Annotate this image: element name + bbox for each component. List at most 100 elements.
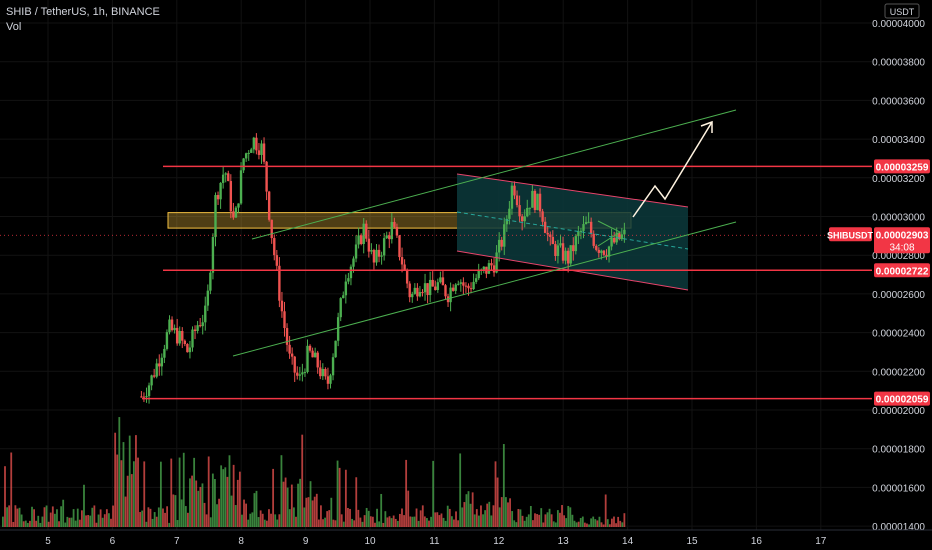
- drawings-front[interactable]: [0, 109, 872, 400]
- volume-bar: [20, 514, 23, 527]
- volume-bar: [53, 513, 56, 527]
- volume-bar: [399, 513, 401, 527]
- candle-body: [464, 285, 468, 287]
- volume-bar: [446, 505, 449, 527]
- volume-bar: [334, 520, 337, 527]
- price-tag-resistance: 0.00003259: [876, 162, 929, 173]
- volume-bar: [428, 520, 430, 527]
- channel-bottom-line: [232, 221, 737, 357]
- volume-bar: [480, 505, 482, 527]
- volume-bar: [554, 522, 557, 527]
- time-tick-label: 16: [751, 536, 763, 547]
- candle-body: [564, 250, 567, 261]
- candle-body: [260, 143, 263, 155]
- candle-body: [541, 211, 544, 222]
- volume-bar: [583, 522, 586, 527]
- time-tick-label: 9: [303, 536, 309, 547]
- volume-bar: [371, 516, 374, 527]
- volume-bar: [426, 518, 428, 527]
- volume-bar: [542, 522, 545, 527]
- candle-body: [467, 285, 470, 289]
- volume-bar: [615, 523, 617, 527]
- volume-bar: [330, 497, 333, 527]
- volume-bar: [62, 499, 65, 527]
- volume-bar: [590, 518, 593, 527]
- volume-bar: [280, 455, 283, 527]
- candle-body: [474, 278, 478, 282]
- candle-body: [298, 374, 302, 376]
- candle-body: [513, 185, 516, 196]
- volume-bar: [228, 455, 231, 527]
- candle-body: [201, 322, 204, 327]
- volume-bar: [347, 507, 349, 527]
- volume-bar: [49, 512, 52, 527]
- candle-body: [600, 250, 603, 253]
- time-tick-label: 5: [45, 536, 51, 547]
- volume-bar: [401, 508, 403, 527]
- volume-bar: [363, 515, 366, 527]
- candle-body: [549, 234, 552, 237]
- candle-body: [439, 277, 442, 283]
- candle-body: [244, 153, 248, 159]
- volume-bar: [101, 517, 104, 527]
- candle-body: [221, 174, 225, 183]
- candle-body: [587, 221, 590, 223]
- volume-bar: [114, 432, 117, 527]
- volume-bar: [548, 508, 551, 527]
- volume-bar: [245, 503, 247, 527]
- candle-body: [308, 345, 312, 351]
- candle-body: [290, 353, 294, 357]
- time-tick-label: 14: [622, 536, 634, 547]
- volume-label[interactable]: Vol: [6, 21, 22, 33]
- candle-body: [623, 229, 626, 235]
- volume-bar: [180, 499, 183, 527]
- candle-body: [158, 363, 161, 367]
- volume-bar: [91, 507, 94, 527]
- time-tick-label: 15: [686, 536, 698, 547]
- volume-bar: [419, 510, 422, 527]
- volume-bar: [195, 480, 198, 527]
- volume-bar: [369, 516, 372, 527]
- volume-bar: [203, 502, 206, 527]
- volume-bar: [176, 520, 179, 527]
- volume-bar: [128, 435, 131, 527]
- candle-body: [354, 244, 358, 259]
- candle-body: [252, 137, 256, 150]
- volume-bar: [139, 512, 141, 527]
- symbol-title[interactable]: SHIB / TetherUS, 1h, BINANCE: [6, 6, 160, 18]
- candle-body: [255, 137, 258, 151]
- candle-body: [385, 235, 388, 239]
- volume-bar: [162, 508, 164, 527]
- candle-body: [280, 300, 284, 312]
- volume-bar: [579, 517, 582, 527]
- candle-body: [531, 190, 534, 208]
- volume-bar: [355, 477, 358, 527]
- volume-bar: [382, 522, 385, 527]
- candle-body: [250, 149, 253, 153]
- price-axis[interactable]: 0.00004000 0.00003800 0.00003600 0.00003400…: [872, 3, 925, 533]
- time-tick-label: 12: [493, 536, 505, 547]
- volume-bar: [413, 516, 416, 527]
- volume-bar: [132, 461, 135, 527]
- volume-bar: [417, 520, 420, 527]
- candle-body: [592, 233, 595, 246]
- volume-bar: [85, 515, 87, 527]
- candle-body: [175, 327, 179, 344]
- volume-bar: [301, 434, 304, 527]
- candle-body: [359, 235, 363, 245]
- volume-bar: [569, 507, 572, 527]
- volume-bar: [604, 494, 607, 527]
- candle-body: [334, 340, 337, 358]
- candle-body: [165, 332, 169, 349]
- volume-bar: [438, 515, 441, 527]
- volume-bar: [33, 509, 35, 527]
- volume-bar: [108, 513, 110, 527]
- volume-bar: [89, 515, 92, 527]
- candle-body: [219, 182, 222, 200]
- volume-bar: [390, 518, 393, 527]
- volume-bar: [120, 460, 123, 527]
- time-axis[interactable]: 5 6 7 8 9 10 11 12 13 14 15 16 17: [0, 529, 932, 547]
- volume-bar: [187, 512, 189, 527]
- volume-bar: [465, 494, 468, 527]
